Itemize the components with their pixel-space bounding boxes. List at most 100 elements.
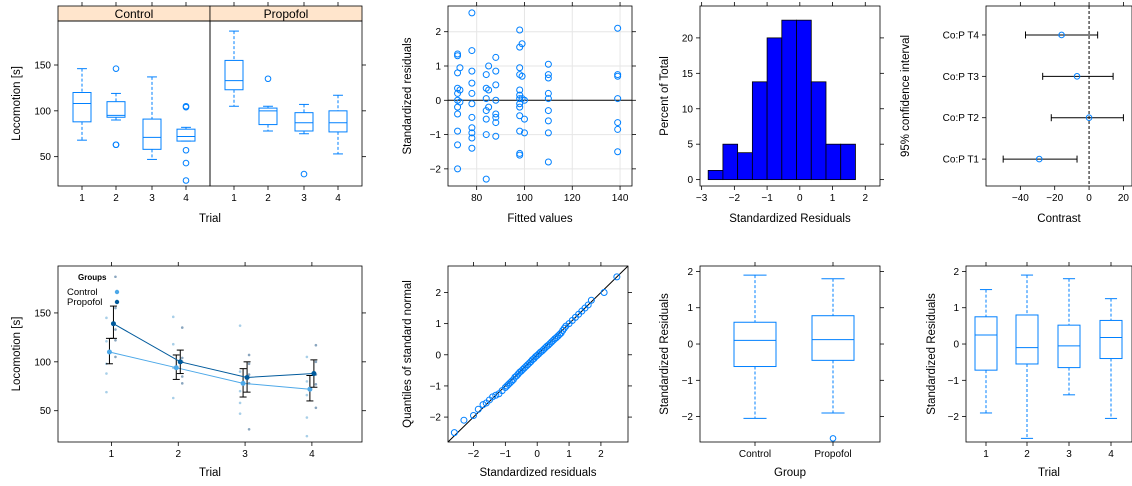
box: [294, 112, 314, 132]
x-axis-label: 3: [1066, 449, 1072, 460]
y-axis-label: −1: [682, 376, 694, 387]
box: [106, 101, 126, 118]
raw-point-control: [305, 416, 309, 419]
legend-control-dot: [114, 289, 120, 295]
y-axis-label: Standardized Residuals: [659, 293, 671, 415]
x-axis-label: 0: [1086, 193, 1092, 204]
mean-point-propofol: [110, 321, 116, 327]
raw-point-control: [238, 370, 242, 373]
box: [733, 321, 777, 368]
residual-point: [544, 107, 552, 115]
x-axis-label: Fitted values: [507, 213, 572, 225]
legend-propofol-dot: [114, 299, 120, 305]
outlier-point: [112, 65, 120, 72]
mean-point-propofol: [244, 374, 250, 380]
outlier-point: [829, 435, 837, 442]
y-axis-label: −2: [948, 412, 960, 423]
series-line-propofol: [113, 323, 314, 378]
histogram-bar: [825, 143, 842, 181]
x-axis-label: −1: [761, 193, 773, 204]
raw-point-control: [238, 324, 242, 327]
raw-point-control: [105, 390, 108, 394]
raw-point-propofol: [180, 375, 184, 378]
raw-point-control: [305, 380, 309, 383]
box: [974, 316, 998, 371]
y-axis-label: 2: [435, 27, 441, 38]
y-axis-label: −2: [682, 412, 694, 423]
raw-point-control: [105, 316, 108, 320]
residual-point: [454, 141, 462, 149]
histogram-bar: [737, 152, 753, 181]
raw-point-control: [238, 389, 242, 393]
qq-point: [450, 429, 458, 437]
y-axis-label: 0: [435, 350, 441, 361]
box: [224, 59, 244, 91]
residual-point: [516, 103, 524, 111]
residual-point: [456, 98, 464, 106]
residual-point: [492, 67, 500, 75]
y-axis-label: Quantiles of standard normal: [402, 280, 414, 428]
residual-point: [516, 86, 524, 94]
raw-point-control: [105, 372, 108, 375]
x-axis-label: −20: [1046, 193, 1063, 204]
residual-point: [456, 64, 464, 72]
box: [176, 128, 196, 142]
residual-point: [518, 72, 526, 80]
qq-point: [560, 324, 568, 332]
raw-point-control: [305, 355, 309, 359]
mean-point-propofol: [177, 359, 183, 365]
raw-point-propofol: [247, 373, 251, 376]
box: [1015, 314, 1039, 365]
box: [72, 92, 92, 123]
x-axis-label: 1: [109, 449, 115, 460]
residual-point: [468, 134, 476, 142]
x-axis-label: −2: [468, 449, 480, 460]
qq-point: [512, 372, 520, 380]
residual-point: [544, 71, 552, 79]
residual-point: [482, 131, 490, 139]
outlier-point: [264, 75, 272, 83]
legend-title: Groups: [78, 273, 107, 282]
y-axis-label: −1: [948, 376, 960, 387]
x-axis-label: 2: [1024, 449, 1030, 460]
residual-point: [516, 151, 524, 159]
x-axis-label: 2: [175, 449, 181, 460]
histogram-bar: [751, 81, 768, 181]
residual-point: [614, 95, 622, 103]
outlier-point: [182, 146, 190, 154]
x-axis-label: 3: [301, 193, 307, 204]
y-axis-label: Co:P T1: [943, 155, 980, 166]
residual-point: [492, 113, 500, 121]
x-axis-label: Trial: [1038, 467, 1060, 479]
x-axis-label: 0: [534, 449, 540, 460]
x-axis-label: 3: [242, 449, 248, 460]
y-axis-label: 50: [40, 152, 52, 163]
y-axis-label: 1: [435, 319, 441, 330]
x-axis-label: 2: [862, 193, 868, 204]
legend-propofol-label: Propofol: [67, 297, 102, 308]
raw-point-control: [305, 393, 309, 397]
legend-control-label: Control: [67, 287, 98, 298]
qq-point: [584, 301, 592, 309]
residual-point: [468, 79, 476, 87]
x-axis-label: 3: [149, 193, 155, 204]
raw-point-propofol: [180, 326, 184, 329]
histogram-bar: [796, 19, 812, 181]
x-axis-label: Standardized Residuals: [729, 213, 851, 225]
y-axis-label: Co:P T3: [943, 72, 980, 83]
residual-point: [454, 110, 462, 118]
y-axis-label: 5: [687, 140, 693, 151]
y-axis-label: 1: [435, 62, 441, 73]
x-axis-label: 4: [1108, 449, 1114, 460]
y-axis-label: 0: [953, 340, 959, 351]
mean-point-control: [106, 349, 112, 355]
x-axis-label: 1: [983, 449, 989, 460]
box: [811, 315, 855, 361]
qq-point: [613, 273, 621, 281]
x-axis-label: Control: [739, 449, 771, 460]
panel-frame: [985, 5, 1132, 187]
raw-point-control: [238, 412, 242, 415]
residual-point: [482, 71, 490, 79]
